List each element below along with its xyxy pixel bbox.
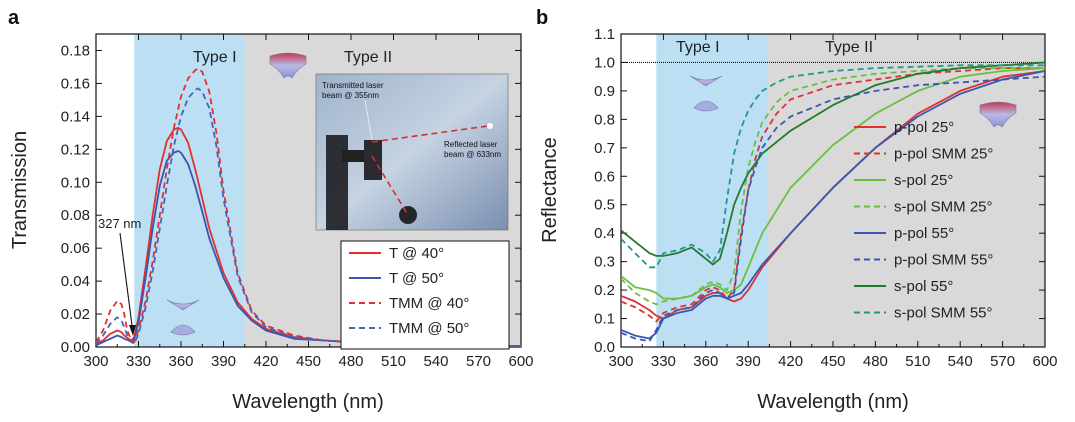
a-ytick-label: 0.02 <box>61 306 90 323</box>
b-xtick-label: 360 <box>693 353 718 370</box>
panel-a-label: a <box>8 7 20 29</box>
b-xtick-label: 600 <box>1032 353 1057 370</box>
a-legend-label: T @ 50° <box>389 270 444 287</box>
b-ytick-label: 0.5 <box>594 197 615 214</box>
a-ytick-label: 0.16 <box>61 75 90 92</box>
a-axes: 300 330 360 390 420 450 480 510 540 570 600 0.00 0.0… <box>61 33 534 370</box>
b-legend-label: p-pol SMM 55° <box>894 252 993 269</box>
panel-a: a 300 330 360 390 420 450 480 510 540 570 600 0.00 0… <box>8 7 534 413</box>
a-ytick-label: 0.04 <box>61 273 90 290</box>
a-annotation-text: 327 nm <box>98 216 141 231</box>
b-xtick-label: 570 <box>990 353 1015 370</box>
inset-text-2: beam @ 355nm <box>322 91 379 100</box>
a-legend-label: TMM @ 50° <box>389 320 469 337</box>
a-xtick-label: 420 <box>253 353 278 370</box>
b-ytick-label: 0.8 <box>594 111 615 128</box>
a-type1-label: Type I <box>193 49 237 66</box>
b-ytick-label: 0.0 <box>594 339 615 356</box>
b-ytick-label: 0.9 <box>594 83 615 100</box>
b-type2-label: Type II <box>825 39 873 56</box>
a-xtick-label: 390 <box>211 353 236 370</box>
panel-b: b 300 330 360 390 420 450 480 510 540 570 600 0.0 0.… <box>536 7 1058 413</box>
a-xtick-label: 600 <box>508 353 533 370</box>
b-series-1 <box>621 70 1045 320</box>
inset-text-1: Transmitted laser <box>322 81 384 90</box>
inset-text-4: beam @ 633nm <box>444 150 501 159</box>
b-axes: 300 330 360 390 420 450 480 510 540 570 600 0.0 0.1 0… <box>594 26 1057 370</box>
b-xtick-label: 540 <box>948 353 973 370</box>
a-ytick-label: 0.08 <box>61 207 90 224</box>
b-xtick-label: 420 <box>778 353 803 370</box>
b-ytick-label: 1.0 <box>594 54 615 71</box>
b-legend-label: p-pol 55° <box>894 225 954 242</box>
a-xtick-label: 330 <box>126 353 151 370</box>
a-ytick-label: 0.12 <box>61 141 90 158</box>
a-ytick-label: 0.06 <box>61 240 90 257</box>
b-ylabel: Reflectance <box>539 137 561 243</box>
a-ytick-label: 0.00 <box>61 339 90 356</box>
a-annotation: 327 nm <box>98 216 141 336</box>
b-series-4 <box>621 67 1045 306</box>
a-legend-box <box>340 240 510 350</box>
b-xtick-label: 450 <box>820 353 845 370</box>
b-ytick-label: 0.4 <box>594 225 615 242</box>
a-ytick-label: 0.14 <box>61 108 90 125</box>
b-xtick-label: 300 <box>608 353 633 370</box>
a-xtick-label: 300 <box>83 353 108 370</box>
b-surface-icon-type1 <box>689 75 723 112</box>
b-legend-label: p-pol 25° <box>894 119 954 136</box>
b-legend: p-pol 25° p-pol SMM 25° s-pol 25° s-pol SMM… <box>854 119 993 322</box>
a-legend-label: TMM @ 40° <box>389 295 469 312</box>
b-region-1 <box>656 34 768 347</box>
b-series-5 <box>621 70 1045 340</box>
b-ytick-label: 0.1 <box>594 311 615 328</box>
b-xtick-label: 510 <box>905 353 930 370</box>
a-xtick-label: 480 <box>338 353 363 370</box>
a-ylabel: Transmission <box>9 131 31 249</box>
a-legend: T @ 40° T @ 50° TMM @ 40° TMM @ 50° <box>340 240 510 350</box>
b-series-8 <box>621 64 1045 269</box>
b-ytick-label: 1.1 <box>594 26 615 43</box>
b-series-7 <box>621 61 1045 266</box>
a-xtick-label: 540 <box>423 353 448 370</box>
b-series <box>621 61 1045 343</box>
a-surface-icon-type2 <box>269 52 307 79</box>
a-xtick-label: 570 <box>466 353 491 370</box>
a-xlabel: Wavelength (nm) <box>232 391 384 413</box>
b-series-3 <box>621 67 1045 300</box>
b-ytick-label: 0.7 <box>594 140 615 157</box>
b-ytick-label: 0.6 <box>594 168 615 185</box>
b-legend-label: s-pol 25° <box>894 172 953 189</box>
b-type1-label: Type I <box>676 39 720 56</box>
a-surface-icon-type1 <box>166 299 200 336</box>
panel-b-label: b <box>536 7 548 29</box>
b-series-2 <box>621 67 1045 323</box>
a-type2-label: Type II <box>344 49 392 66</box>
b-xtick-label: 480 <box>863 353 888 370</box>
a-xtick-label: 450 <box>296 353 321 370</box>
b-legend-label: s-pol SMM 25° <box>894 199 993 216</box>
a-region-1 <box>134 34 245 347</box>
b-xtick-label: 330 <box>651 353 676 370</box>
b-ytick-label: 0.3 <box>594 254 615 271</box>
b-legend-label: s-pol 55° <box>894 278 953 295</box>
b-xtick-label: 390 <box>736 353 761 370</box>
b-ytick-label: 0.2 <box>594 282 615 299</box>
a-legend-label: T @ 40° <box>389 245 444 262</box>
b-region-2 <box>767 34 1045 347</box>
b-surface-icon-type2 <box>979 101 1017 128</box>
b-regions <box>656 34 1045 347</box>
a-ytick-label: 0.10 <box>61 174 90 191</box>
a-xtick-label: 360 <box>168 353 193 370</box>
inset-text-3: Reflected laser <box>444 140 498 149</box>
b-xlabel: Wavelength (nm) <box>757 391 909 413</box>
a-inset-photo: Transmitted laser beam @ 355nm Reflected… <box>315 73 509 231</box>
b-legend-label: s-pol SMM 55° <box>894 305 993 322</box>
b-legend-label: p-pol SMM 25° <box>894 146 993 163</box>
a-xtick-label: 510 <box>381 353 406 370</box>
a-ytick-label: 0.18 <box>61 42 90 59</box>
